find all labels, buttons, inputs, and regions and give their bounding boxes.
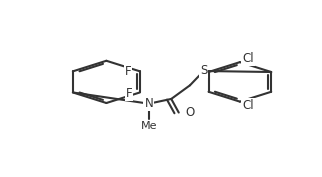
Text: F: F xyxy=(126,87,132,100)
Text: O: O xyxy=(185,106,194,119)
Text: F: F xyxy=(125,65,131,78)
Text: N: N xyxy=(145,97,153,110)
Text: S: S xyxy=(200,64,207,77)
Text: Cl: Cl xyxy=(242,99,254,112)
Text: Cl: Cl xyxy=(242,52,254,65)
Text: Me: Me xyxy=(141,121,157,131)
